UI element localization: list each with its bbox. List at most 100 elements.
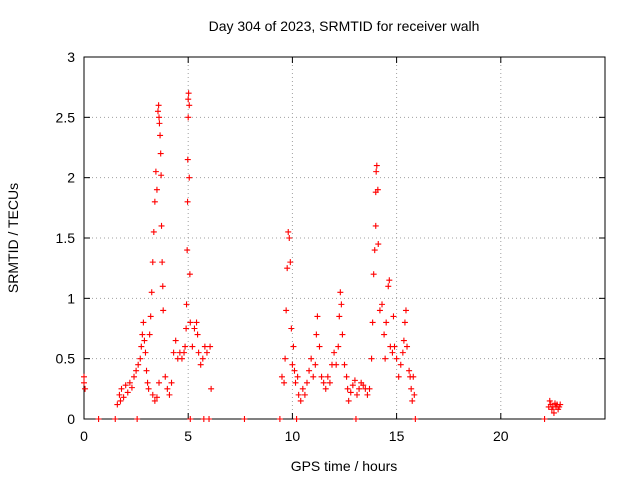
- data-point: [170, 349, 177, 356]
- data-point: [294, 373, 301, 380]
- data-point: [201, 343, 208, 350]
- data-point: [193, 319, 200, 326]
- data-point: [314, 313, 321, 320]
- data-point: [324, 373, 331, 380]
- data-point: [187, 319, 194, 326]
- data-point: [364, 391, 371, 398]
- data-point: [122, 382, 129, 389]
- data-point: [282, 355, 289, 362]
- y-tick-label: 0: [67, 411, 75, 427]
- data-point: [194, 331, 201, 338]
- data-point: [345, 397, 352, 404]
- data-point: [541, 416, 548, 422]
- data-point: [187, 416, 194, 422]
- data-point: [120, 394, 127, 401]
- y-tick-label: 2: [67, 170, 75, 186]
- data-point: [313, 331, 320, 338]
- data-point: [354, 391, 361, 398]
- data-point: [366, 385, 373, 392]
- data-point: [162, 373, 169, 380]
- data-point: [297, 397, 304, 404]
- data-point: [287, 259, 294, 266]
- data-point: [400, 337, 407, 344]
- data-point: [144, 379, 151, 386]
- data-point: [383, 319, 390, 326]
- data-point: [118, 385, 125, 392]
- data-point: [550, 409, 557, 416]
- data-point: [151, 397, 158, 404]
- data-point: [151, 198, 158, 205]
- data-point: [141, 337, 148, 344]
- data-point: [158, 172, 165, 179]
- data-point: [293, 416, 300, 422]
- data-point: [337, 289, 344, 296]
- data-point: [150, 228, 157, 235]
- data-point: [404, 343, 411, 350]
- data-point: [306, 367, 313, 374]
- data-point: [369, 319, 376, 326]
- data-point: [154, 108, 161, 115]
- data-point: [156, 120, 163, 127]
- data-point: [381, 331, 388, 338]
- data-point: [399, 349, 406, 356]
- data-point: [372, 222, 379, 229]
- data-point: [152, 168, 159, 175]
- data-point: [153, 394, 160, 401]
- data-point: [349, 382, 356, 389]
- data-point: [159, 283, 166, 290]
- data-point: [158, 222, 165, 229]
- data-point: [322, 385, 329, 392]
- data-point: [124, 389, 131, 396]
- data-point: [408, 385, 415, 392]
- data-point: [401, 319, 408, 326]
- data-point: [409, 397, 416, 404]
- data-point: [208, 385, 215, 392]
- data-point: [241, 416, 248, 422]
- data-point: [142, 349, 149, 356]
- data-point: [391, 343, 398, 350]
- data-point: [116, 391, 123, 398]
- data-point: [182, 343, 189, 350]
- data-point: [373, 168, 380, 175]
- data-point: [406, 367, 413, 374]
- data-point: [318, 373, 325, 380]
- data-point: [153, 186, 160, 193]
- data-point: [343, 373, 350, 380]
- data-point: [299, 385, 306, 392]
- data-point: [341, 361, 348, 368]
- data-point: [207, 343, 214, 350]
- data-point: [395, 373, 402, 380]
- data-point: [166, 391, 173, 398]
- data-point: [195, 349, 202, 356]
- x-tick-label: 5: [184, 428, 192, 444]
- y-tick-label: 3: [67, 49, 75, 65]
- data-point: [185, 114, 192, 121]
- data-point: [347, 389, 354, 396]
- data-point: [335, 343, 342, 350]
- data-point: [143, 367, 150, 374]
- data-point: [139, 331, 146, 338]
- y-tick-label: 1: [67, 290, 75, 306]
- data-point: [95, 416, 102, 422]
- data-point: [316, 343, 323, 350]
- data-point: [157, 132, 164, 139]
- y-tick-label: 2.5: [56, 109, 76, 125]
- data-point: [184, 198, 191, 205]
- data-point: [338, 301, 345, 308]
- data-point: [199, 355, 206, 362]
- data-point: [149, 259, 156, 266]
- data-point: [402, 307, 409, 314]
- data-point: [134, 416, 141, 422]
- data-point: [184, 247, 191, 254]
- data-point: [291, 367, 298, 374]
- data-point: [360, 382, 367, 389]
- y-tick-label: 1.5: [56, 230, 76, 246]
- data-point: [393, 355, 400, 362]
- data-point: [164, 385, 171, 392]
- data-point: [373, 162, 380, 169]
- data-point: [185, 96, 192, 103]
- x-axis-label: GPS time / hours: [291, 458, 398, 474]
- data-point: [389, 349, 396, 356]
- data-point: [333, 361, 340, 368]
- data-point: [351, 377, 358, 384]
